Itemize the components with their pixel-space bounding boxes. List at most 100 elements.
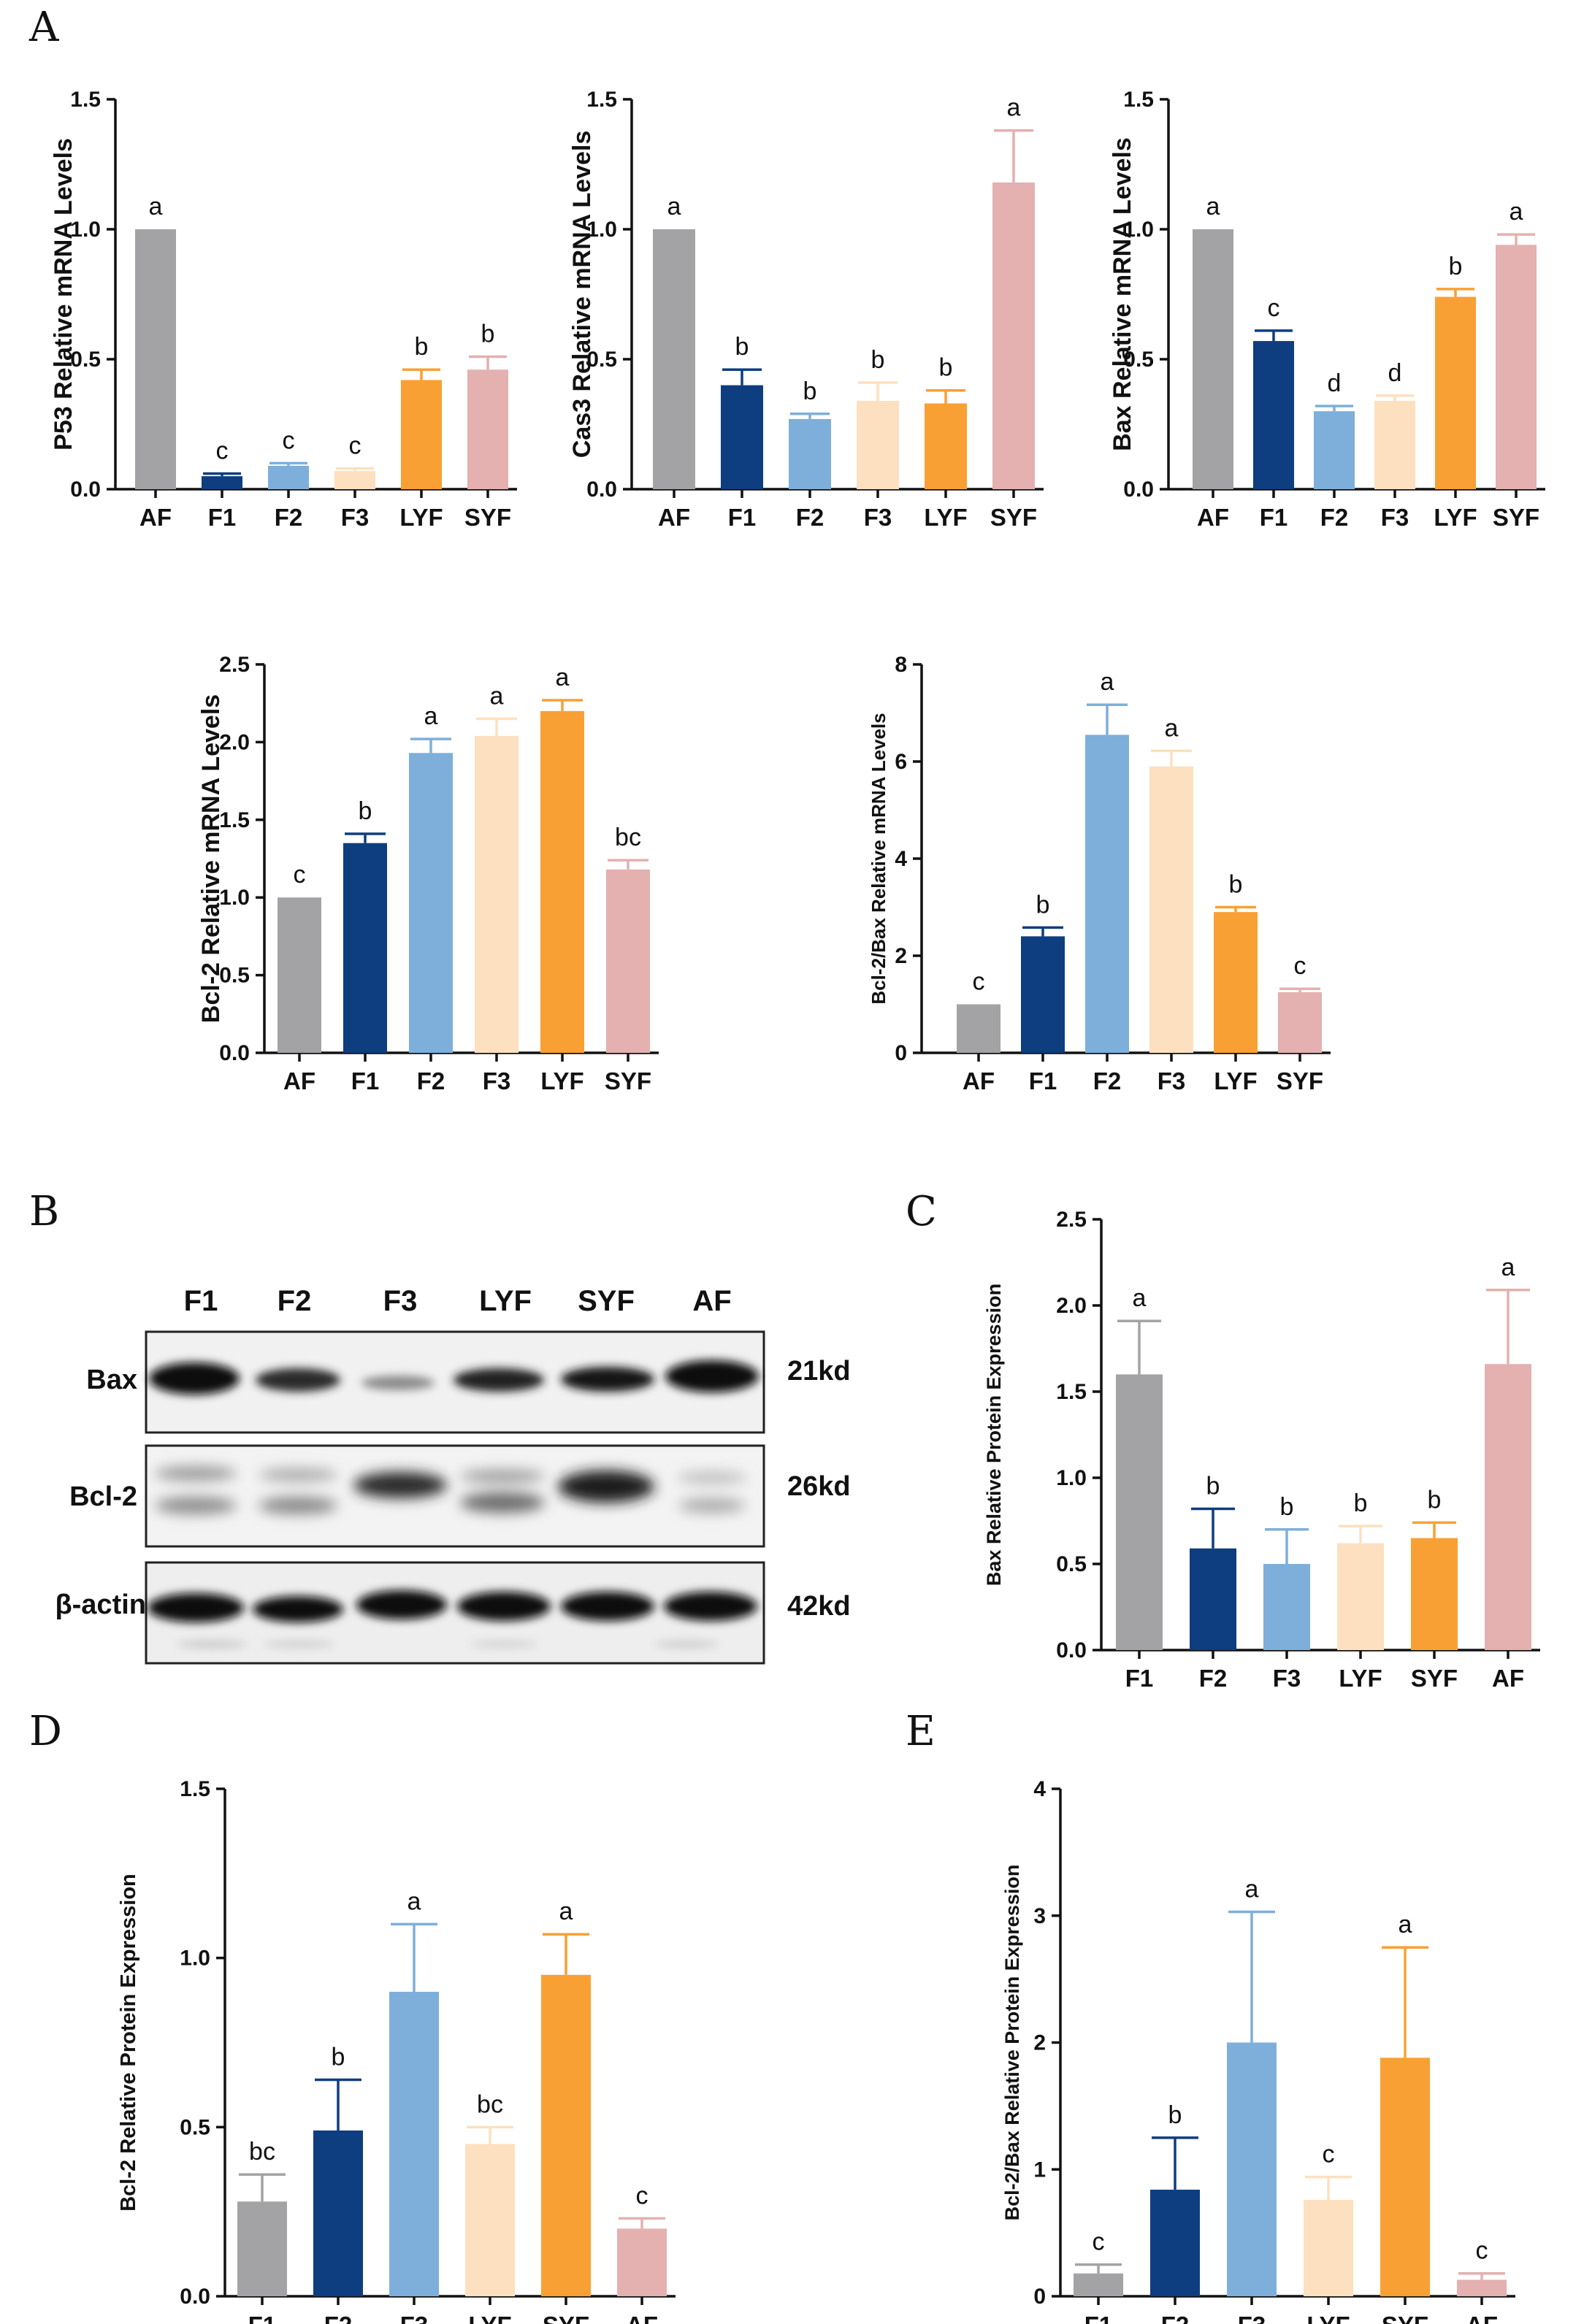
wb-protein-label: β-actin <box>55 1589 146 1620</box>
bar-F3 <box>389 1992 439 2296</box>
wb-membrane-bcl2 <box>145 1444 765 1548</box>
significance-letter: b <box>1036 891 1050 919</box>
x-tick-label: F3 <box>341 504 370 531</box>
y-tick-label: 8 <box>895 653 907 677</box>
bar-F1 <box>1021 936 1065 1053</box>
bar-LYF <box>1304 2199 1353 2296</box>
y-axis-label: P53 Relative mRNA Levels <box>50 138 77 450</box>
significance-letter: a <box>408 1887 421 1915</box>
y-tick-label: 2.0 <box>219 730 250 754</box>
western-blot: F1 F2 F3 LYF SYF AF Bax 21kd Bcl-2 <box>55 1285 851 1665</box>
bar-F2 <box>1085 735 1129 1053</box>
wb-lane-label: F3 <box>383 1285 418 1317</box>
x-tick-label: F3 <box>864 504 892 531</box>
significance-letter: c <box>349 432 361 460</box>
y-tick-label: 1.0 <box>70 218 101 242</box>
y-tick-label: 6 <box>895 750 907 774</box>
significance-letter: c <box>1268 294 1280 322</box>
x-tick-label: AF <box>963 1067 995 1094</box>
significance-letter: a <box>424 702 438 730</box>
y-tick-label: 0.0 <box>219 1041 250 1065</box>
bar-SYF <box>992 182 1035 490</box>
bar-LYF <box>1337 1543 1384 1650</box>
significance-letter: a <box>1399 1911 1412 1938</box>
y-tick-label: 1.0 <box>219 886 250 910</box>
x-tick-label: AF <box>1197 504 1229 531</box>
significance-letter: bc <box>249 2138 275 2166</box>
significance-letter: b <box>803 377 817 405</box>
x-tick-label: F3 <box>1158 1067 1186 1094</box>
x-tick-label: F1 <box>208 504 237 531</box>
x-tick-label: F3 <box>1273 1665 1301 1692</box>
x-tick-label: F1 <box>728 504 757 531</box>
bar-SYF <box>541 1974 591 2296</box>
y-tick-label: 1.0 <box>180 1947 210 1971</box>
y-axis-label: Bax Relative mRNA Levels <box>1109 137 1136 451</box>
y-tick-label: 1.5 <box>1056 1380 1087 1404</box>
significance-letter: a <box>667 193 681 220</box>
wb-kd-label: 21kd <box>787 1356 851 1387</box>
wb-lane-label: F2 <box>278 1285 312 1317</box>
y-tick-label: 0.0 <box>1056 1638 1087 1663</box>
bar-F3 <box>475 735 519 1053</box>
bar-AF <box>653 229 695 489</box>
x-tick-label: F1 <box>1260 504 1288 531</box>
bar-AF <box>1485 1364 1531 1650</box>
x-tick-label: F3 <box>1238 2312 1266 2324</box>
bar-F1 <box>343 843 387 1053</box>
x-tick-label: F2 <box>1161 2312 1190 2324</box>
y-tick-label: 1.0 <box>586 218 617 242</box>
significance-letter: b <box>1428 1486 1442 1514</box>
wb-bands-bcl2 <box>155 1466 747 1514</box>
bar-SYF <box>467 369 508 489</box>
bar-F2 <box>789 418 831 489</box>
y-tick-label: 0.0 <box>180 2285 210 2309</box>
bar-F1 <box>1074 2273 1123 2296</box>
y-tick-label: 0.0 <box>70 478 101 502</box>
y-tick-label: 0.0 <box>586 478 617 502</box>
bar-F3 <box>334 471 375 489</box>
bar-SYF <box>606 869 650 1053</box>
x-tick-label: SYF <box>1411 1665 1458 1692</box>
bar-SYF <box>1496 245 1537 489</box>
chart-bcl2-mrna: Bcl-2 Relative mRNA Levels 0.0 0.5 1.0 1.5 2.… <box>197 653 659 1094</box>
significance-letter: c <box>294 861 306 889</box>
y-tick-label: 1.5 <box>180 1777 210 1801</box>
x-tick-label: F2 <box>324 2312 353 2324</box>
x-tick-label: SYF <box>464 504 511 531</box>
x-tick-label: F1 <box>1029 1067 1057 1094</box>
y-tick-label: 0.5 <box>70 348 101 372</box>
panel-label-e: E <box>906 1708 936 1755</box>
wb-kd-label: 42kd <box>787 1591 851 1622</box>
significance-letter: a <box>1101 668 1114 696</box>
wb-bands-actin <box>148 1590 757 1648</box>
x-tick-label: LYF <box>1434 504 1477 531</box>
panel-label-c: C <box>906 1188 937 1235</box>
x-tick-label: LYF <box>1306 2312 1350 2324</box>
x-tick-label: LYF <box>1339 1665 1382 1692</box>
y-axis-label: Bax Relative Protein Expression <box>983 1284 1005 1586</box>
significance-letter: c <box>1476 2237 1488 2265</box>
significance-letter: b <box>1354 1489 1368 1517</box>
panel-label-d: D <box>29 1708 62 1755</box>
significance-letter: a <box>490 682 504 710</box>
bar-AF <box>135 229 176 489</box>
significance-letter: c <box>283 426 295 454</box>
y-axis-label: Bcl-2/Bax Relative Protein Expression <box>1001 1865 1023 2221</box>
y-tick-label: 1 <box>1033 2158 1046 2182</box>
x-tick-label: LYF <box>1214 1067 1257 1094</box>
x-tick-label: LYF <box>399 504 443 531</box>
bar-F3 <box>1227 2042 1277 2296</box>
x-tick-label: AF <box>658 504 690 531</box>
x-tick-label: F3 <box>400 2312 429 2324</box>
y-tick-label: 1.5 <box>1123 88 1154 112</box>
y-tick-label: 1.5 <box>586 88 617 112</box>
y-tick-label: 2 <box>1033 2031 1046 2055</box>
x-tick-label: AF <box>626 2312 658 2324</box>
bar-F1 <box>237 2201 287 2296</box>
significance-letter: b <box>481 320 495 348</box>
significance-letter: c <box>216 437 229 465</box>
chart-bcl2-bax-protein: Bcl-2/Bax Relative Protein Expression 0 1 2… <box>1001 1777 1515 2324</box>
y-tick-label: 4 <box>895 847 907 871</box>
bar-AF <box>617 2228 667 2296</box>
